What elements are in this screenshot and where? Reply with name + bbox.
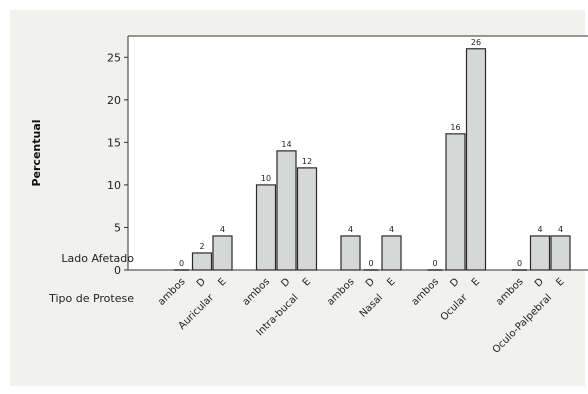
y-tick-label: 0 xyxy=(114,264,121,277)
bar-data-label: 4 xyxy=(537,225,542,234)
bar-data-label: 4 xyxy=(558,225,563,234)
bar-data-label: 16 xyxy=(450,123,460,132)
y-tick-label: 5 xyxy=(114,221,121,234)
bar xyxy=(340,235,361,271)
bar-data-label: 26 xyxy=(471,38,481,47)
bar xyxy=(445,133,466,271)
bar-data-label: 0 xyxy=(432,259,437,268)
y-axis-label: Percentual xyxy=(30,119,43,186)
bar xyxy=(296,167,318,271)
bar xyxy=(465,48,487,271)
y-tick-label: 20 xyxy=(107,94,121,107)
bar-data-label: 0 xyxy=(179,259,184,268)
bar-data-label: 0 xyxy=(517,259,522,268)
y-tick-label: 10 xyxy=(107,179,121,192)
bar xyxy=(191,252,213,271)
bar-data-label: 10 xyxy=(261,174,271,183)
bar xyxy=(529,235,551,271)
bar xyxy=(550,235,571,271)
bar-data-label: 14 xyxy=(281,140,291,149)
bar xyxy=(381,235,402,271)
bar xyxy=(276,150,297,271)
y-tick-label: 25 xyxy=(107,51,121,64)
row-label-type: Tipo de Protese xyxy=(48,292,134,305)
bar xyxy=(212,235,233,271)
row-label-side: Lado Afetado xyxy=(61,252,134,265)
bar-data-label: 0 xyxy=(368,259,373,268)
bar xyxy=(255,184,277,271)
bar-data-label: 4 xyxy=(220,225,225,234)
y-tick-label: 15 xyxy=(107,136,121,149)
bar-data-label: 12 xyxy=(302,157,312,166)
bar-data-label: 4 xyxy=(389,225,394,234)
bar-data-label: 2 xyxy=(199,242,204,251)
bar-data-label: 4 xyxy=(348,225,353,234)
plot-area xyxy=(128,36,588,270)
